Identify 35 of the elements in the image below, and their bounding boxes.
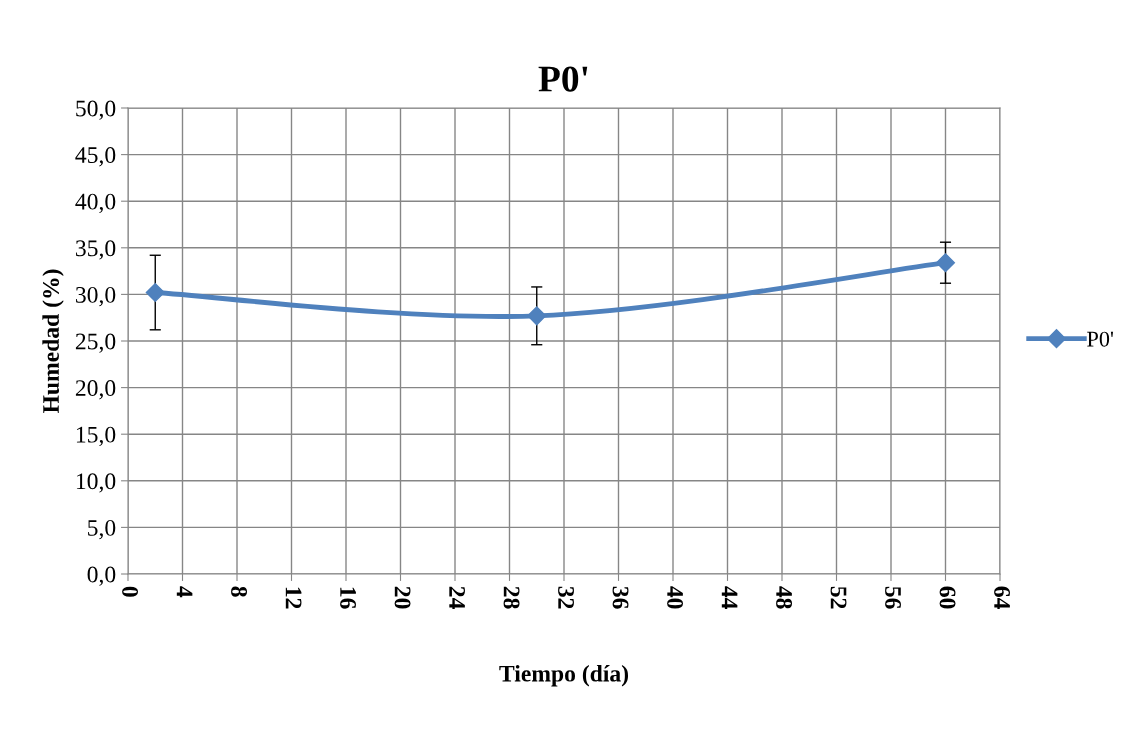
y-tick-label: 50,0 bbox=[76, 100, 116, 120]
x-tick-label: 52 bbox=[830, 586, 847, 609]
x-tick-label: 12 bbox=[285, 587, 302, 609]
y-tick-label: 45,0 bbox=[75, 147, 116, 167]
y-tick-label: 10,0 bbox=[76, 473, 116, 493]
y-tick-label: 30,0 bbox=[76, 286, 116, 307]
x-tick-label: 48 bbox=[776, 586, 793, 609]
y-tick-label: 0,0 bbox=[87, 566, 116, 586]
point bbox=[145, 283, 165, 303]
x-tick-label: 32 bbox=[558, 586, 574, 609]
y-tick-label: 15,0 bbox=[76, 426, 116, 447]
y-tick-label: 20,0 bbox=[75, 380, 116, 400]
x-tick-label: 4 bbox=[176, 586, 193, 598]
chart-title: P0' bbox=[538, 66, 588, 92]
x-tick-label: 20 bbox=[394, 586, 411, 609]
point bbox=[527, 306, 547, 326]
x-tick-label: 64 bbox=[994, 586, 1010, 609]
x-tick-label: 44 bbox=[721, 586, 738, 609]
y-tick-label: 25,0 bbox=[75, 333, 116, 353]
x-tick-label: 36 bbox=[612, 586, 629, 609]
x-tick-label: 40 bbox=[667, 586, 684, 609]
x-axis-title: Tiempo (día) bbox=[499, 664, 629, 687]
y-tick-label: 40,0 bbox=[75, 193, 116, 214]
x-tick-label: 24 bbox=[449, 586, 465, 609]
y-tick-label: 5,0 bbox=[88, 519, 116, 540]
y-tick-label: 35,0 bbox=[76, 240, 116, 260]
x-tick-label: 56 bbox=[885, 586, 901, 609]
x-tick-label: 0 bbox=[122, 586, 139, 597]
x-tick-label: 28 bbox=[503, 586, 520, 609]
x-tick-label: 16 bbox=[340, 587, 356, 609]
y-axis-title: Humedad (%) bbox=[42, 269, 64, 414]
point bbox=[935, 253, 956, 273]
legend-label: P0' bbox=[1087, 331, 1114, 347]
x-tick-label: 60 bbox=[939, 586, 956, 609]
x-tick-label: 8 bbox=[231, 586, 248, 597]
